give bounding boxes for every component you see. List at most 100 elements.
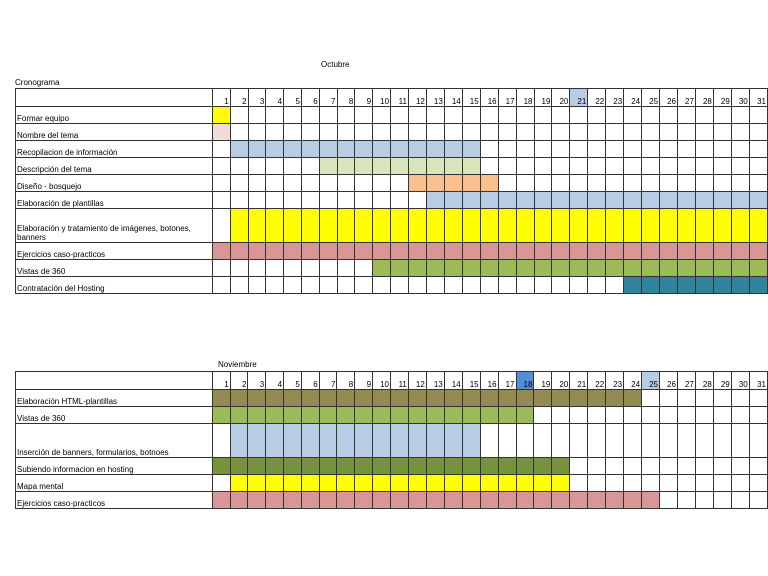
empty-cell[interactable] bbox=[515, 123, 535, 141]
day-header-22[interactable]: 22 bbox=[587, 88, 607, 107]
task-bar-cell[interactable] bbox=[229, 140, 249, 158]
task-bar-cell[interactable] bbox=[748, 191, 768, 209]
empty-cell[interactable] bbox=[247, 123, 267, 141]
task-bar-cell[interactable] bbox=[497, 191, 517, 209]
empty-cell[interactable] bbox=[676, 474, 696, 492]
empty-cell[interactable] bbox=[730, 174, 750, 192]
day-header-31[interactable]: 31 bbox=[748, 88, 768, 107]
empty-cell[interactable] bbox=[748, 406, 768, 424]
task-bar-cell[interactable] bbox=[497, 259, 517, 277]
task-bar-cell[interactable] bbox=[229, 208, 249, 243]
task-bar-cell[interactable] bbox=[569, 389, 589, 407]
task-label[interactable]: Inserción de banners, formularios, botno… bbox=[15, 423, 213, 458]
task-bar-cell[interactable] bbox=[247, 242, 267, 260]
task-bar-cell[interactable] bbox=[730, 276, 750, 294]
empty-cell[interactable] bbox=[300, 106, 320, 124]
task-bar-cell[interactable] bbox=[354, 208, 374, 243]
empty-cell[interactable] bbox=[587, 106, 607, 124]
empty-cell[interactable] bbox=[533, 106, 553, 124]
empty-cell[interactable] bbox=[318, 276, 338, 294]
task-bar-cell[interactable] bbox=[443, 389, 463, 407]
empty-cell[interactable] bbox=[497, 123, 517, 141]
empty-cell[interactable] bbox=[659, 174, 679, 192]
empty-cell[interactable] bbox=[515, 423, 535, 458]
empty-cell[interactable] bbox=[533, 276, 553, 294]
empty-cell[interactable] bbox=[694, 474, 714, 492]
task-bar-cell[interactable] bbox=[712, 208, 732, 243]
task-label[interactable]: Descripción del tema bbox=[15, 157, 213, 175]
task-bar-cell[interactable] bbox=[247, 491, 267, 509]
task-bar-cell[interactable] bbox=[569, 491, 589, 509]
task-bar-cell[interactable] bbox=[265, 208, 285, 243]
task-bar-cell[interactable] bbox=[515, 474, 535, 492]
day-header-28[interactable]: 28 bbox=[694, 88, 714, 107]
empty-cell[interactable] bbox=[533, 174, 553, 192]
empty-cell[interactable] bbox=[569, 123, 589, 141]
empty-cell[interactable] bbox=[479, 157, 499, 175]
empty-cell[interactable] bbox=[354, 276, 374, 294]
empty-cell[interactable] bbox=[247, 276, 267, 294]
empty-cell[interactable] bbox=[479, 423, 499, 458]
empty-cell[interactable] bbox=[605, 406, 625, 424]
empty-cell[interactable] bbox=[641, 157, 661, 175]
empty-cell[interactable] bbox=[677, 123, 696, 141]
task-bar-cell[interactable] bbox=[694, 276, 714, 294]
task-bar-cell[interactable] bbox=[407, 174, 427, 192]
empty-cell[interactable] bbox=[515, 106, 535, 124]
task-bar-cell[interactable] bbox=[336, 457, 356, 475]
task-bar-cell[interactable] bbox=[461, 242, 481, 260]
task-bar-cell[interactable] bbox=[479, 174, 499, 192]
empty-cell[interactable] bbox=[641, 123, 661, 141]
day-header-3[interactable]: 3 bbox=[247, 88, 267, 107]
task-bar-cell[interactable] bbox=[229, 242, 249, 260]
empty-cell[interactable] bbox=[748, 140, 768, 158]
task-bar-cell[interactable] bbox=[265, 406, 285, 424]
task-bar-cell[interactable] bbox=[677, 242, 696, 260]
empty-cell[interactable] bbox=[283, 174, 302, 192]
task-bar-cell[interactable] bbox=[551, 474, 571, 492]
empty-cell[interactable] bbox=[211, 276, 231, 294]
empty-cell[interactable] bbox=[569, 276, 589, 294]
empty-cell[interactable] bbox=[318, 106, 338, 124]
empty-cell[interactable] bbox=[497, 174, 517, 192]
task-bar-cell[interactable] bbox=[229, 474, 249, 492]
header-label-cell[interactable] bbox=[15, 371, 213, 390]
empty-cell[interactable] bbox=[425, 123, 445, 141]
task-bar-cell[interactable] bbox=[623, 242, 643, 260]
empty-cell[interactable] bbox=[283, 191, 302, 209]
task-bar-cell[interactable] bbox=[443, 259, 463, 277]
empty-cell[interactable] bbox=[300, 259, 320, 277]
task-bar-cell[interactable] bbox=[461, 474, 481, 492]
empty-cell[interactable] bbox=[730, 106, 750, 124]
empty-cell[interactable] bbox=[730, 157, 750, 175]
task-label[interactable]: Nombre del tema bbox=[15, 123, 213, 141]
task-bar-cell[interactable] bbox=[211, 242, 231, 260]
task-bar-cell[interactable] bbox=[443, 191, 463, 209]
day-header-7[interactable]: 7 bbox=[318, 371, 338, 390]
task-bar-cell[interactable] bbox=[425, 423, 445, 458]
empty-cell[interactable] bbox=[390, 191, 409, 209]
task-bar-cell[interactable] bbox=[712, 259, 732, 277]
task-bar-cell[interactable] bbox=[372, 457, 391, 475]
task-bar-cell[interactable] bbox=[300, 474, 320, 492]
empty-cell[interactable] bbox=[300, 191, 320, 209]
empty-cell[interactable] bbox=[265, 106, 285, 124]
empty-cell[interactable] bbox=[229, 191, 249, 209]
empty-cell[interactable] bbox=[605, 276, 625, 294]
empty-cell[interactable] bbox=[283, 276, 302, 294]
task-bar-cell[interactable] bbox=[318, 157, 338, 175]
task-bar-cell[interactable] bbox=[461, 389, 481, 407]
task-bar-cell[interactable] bbox=[318, 491, 338, 509]
day-header-1[interactable]: 1 bbox=[211, 88, 231, 107]
task-bar-cell[interactable] bbox=[354, 140, 374, 158]
day-header-6[interactable]: 6 bbox=[300, 371, 320, 390]
empty-cell[interactable] bbox=[461, 276, 481, 294]
empty-cell[interactable] bbox=[229, 174, 249, 192]
day-header-26[interactable]: 26 bbox=[659, 88, 679, 107]
task-bar-cell[interactable] bbox=[300, 389, 320, 407]
empty-cell[interactable] bbox=[712, 157, 732, 175]
task-bar-cell[interactable] bbox=[390, 208, 409, 243]
day-header-13[interactable]: 13 bbox=[425, 88, 445, 107]
empty-cell[interactable] bbox=[354, 123, 374, 141]
day-header-9[interactable]: 9 bbox=[354, 371, 374, 390]
